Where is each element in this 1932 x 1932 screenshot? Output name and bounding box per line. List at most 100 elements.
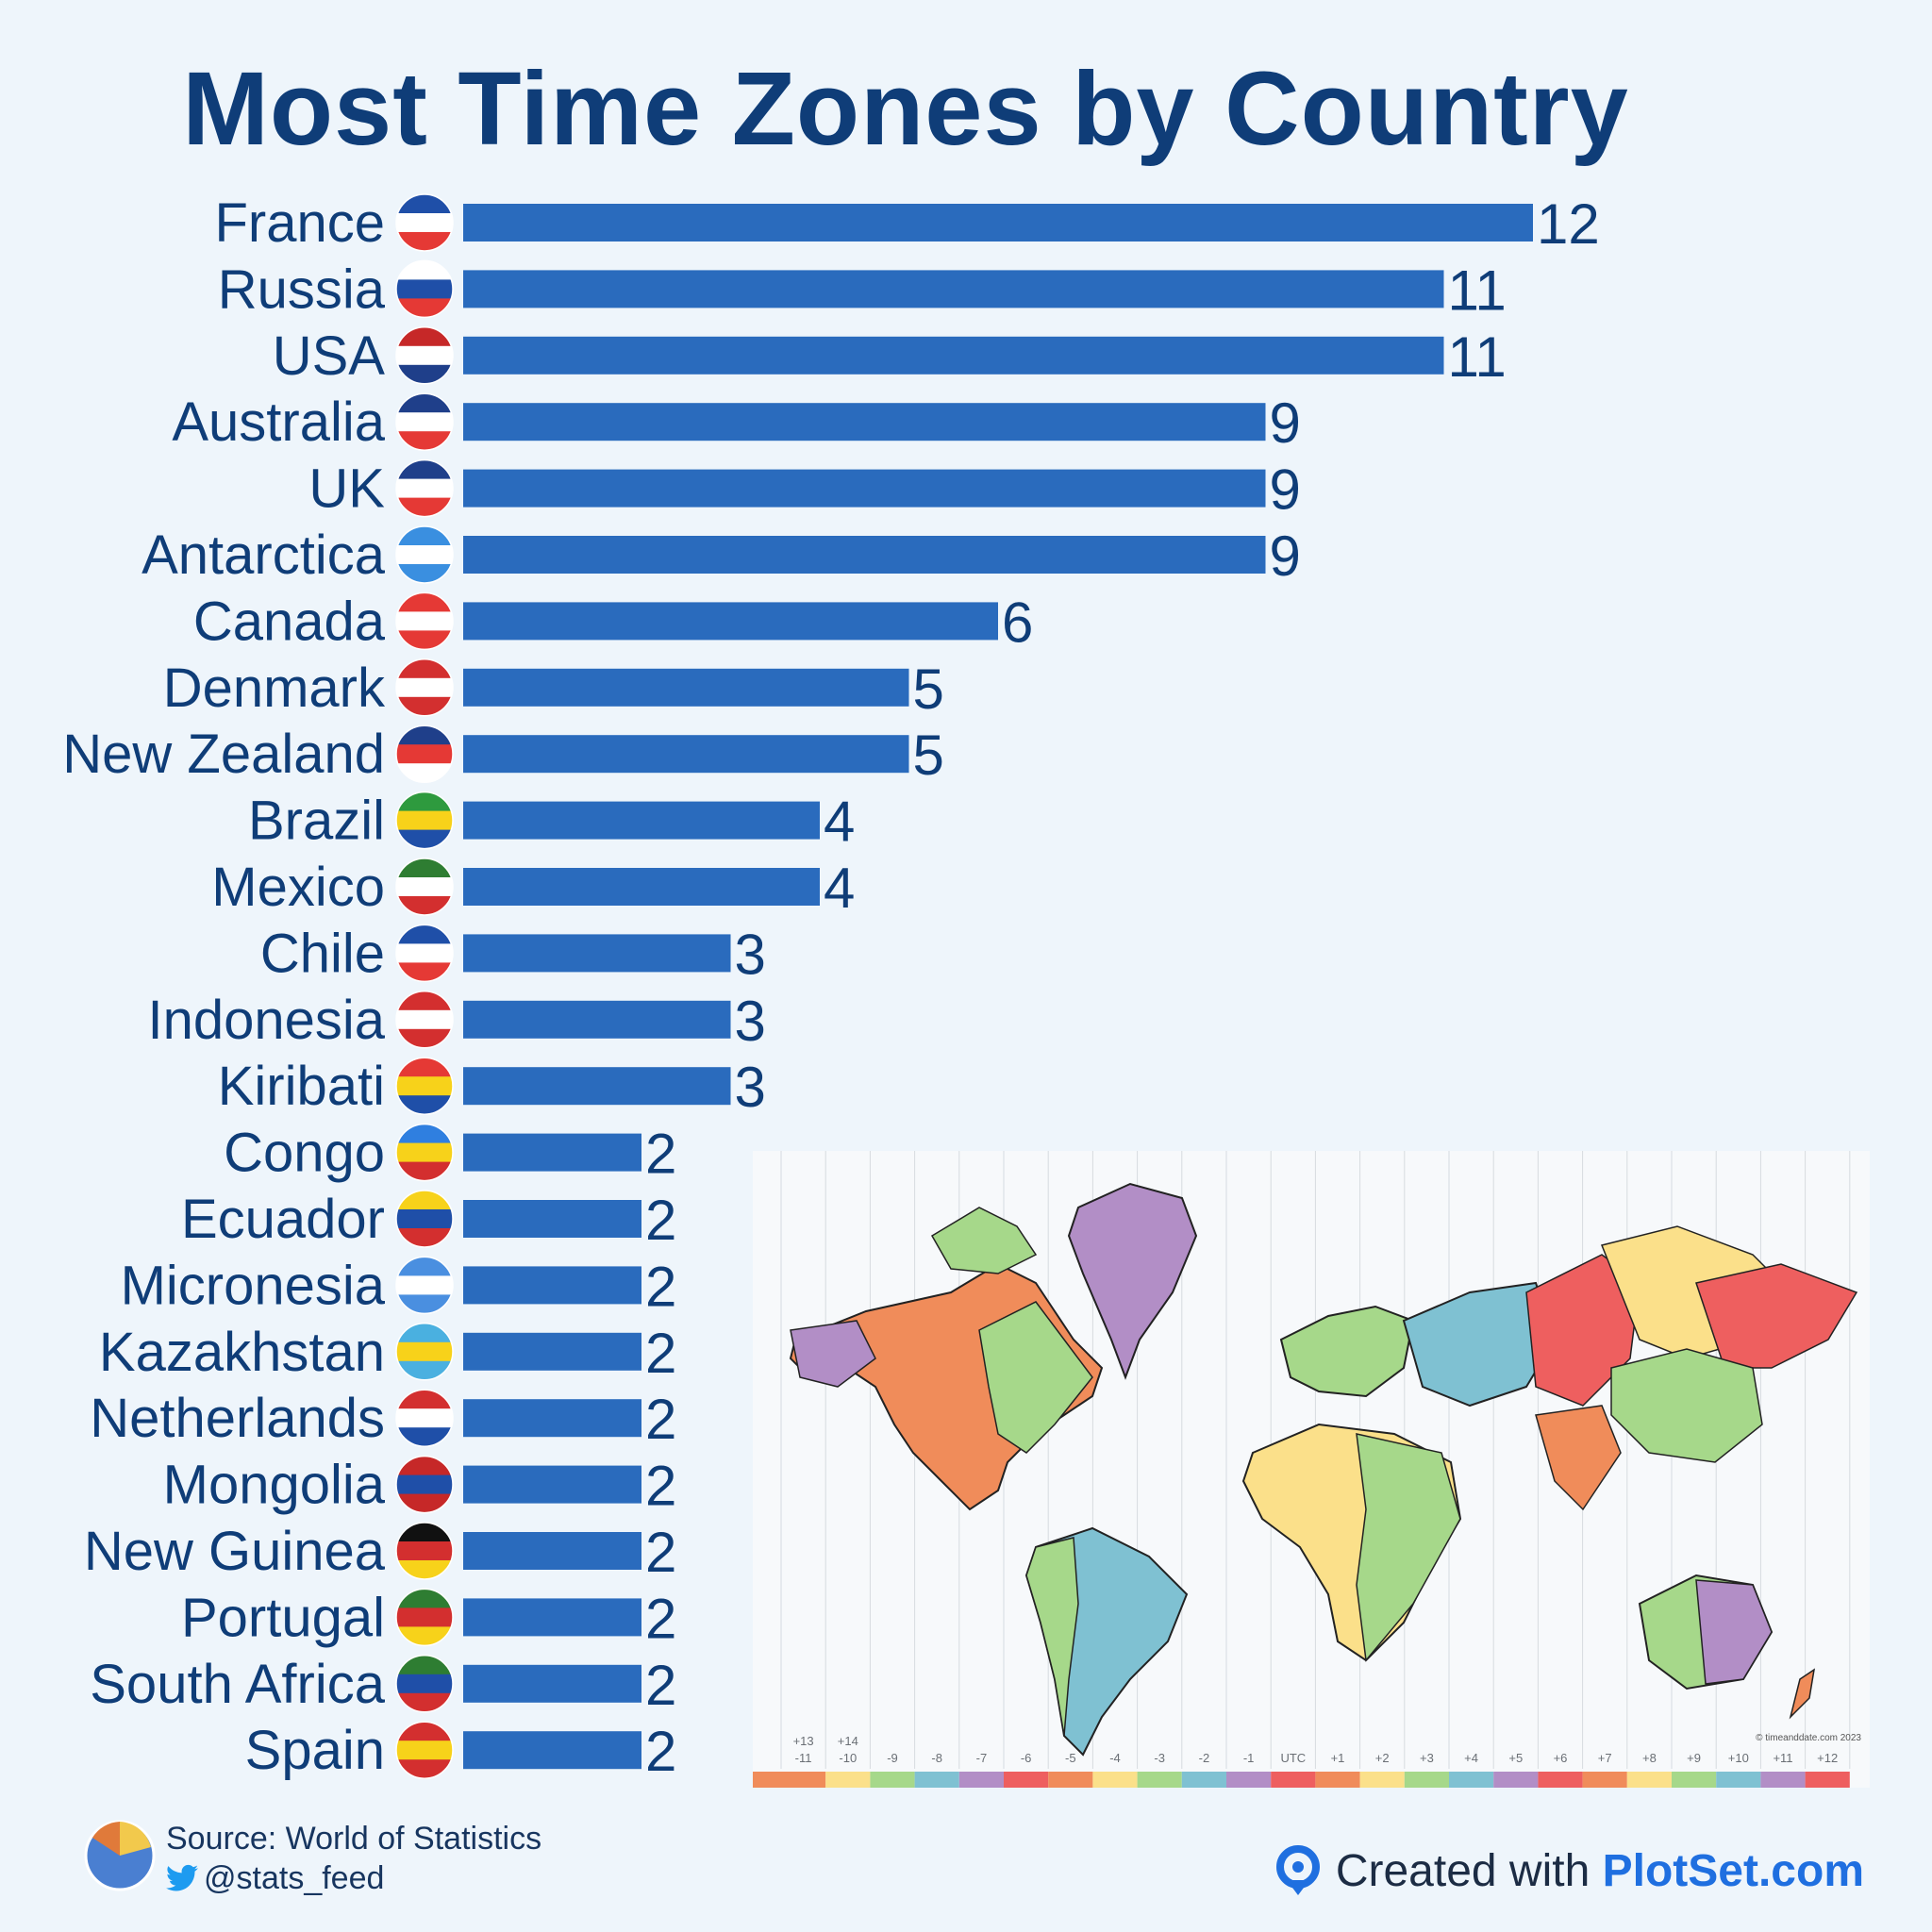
flag-france-icon — [395, 193, 454, 252]
tz-label: +1 — [1331, 1751, 1345, 1765]
value-label-chile: 3 — [735, 923, 766, 986]
tz-label: -2 — [1199, 1751, 1210, 1765]
tz-label: -8 — [931, 1751, 942, 1765]
flag-mexico-icon — [395, 858, 454, 916]
tz-stripe — [781, 1772, 826, 1788]
plotset-pin-icon — [1275, 1845, 1320, 1895]
africa-east — [1356, 1433, 1461, 1662]
category-label-mongolia: Mongolia — [163, 1455, 386, 1516]
value-label-mexico: 4 — [824, 857, 855, 920]
flag-russia-icon — [395, 259, 454, 319]
bar-netherlands — [463, 1399, 641, 1438]
tz-stripe — [1716, 1772, 1761, 1788]
bar-australia — [463, 403, 1266, 441]
value-label-usa: 11 — [1448, 325, 1507, 389]
tz-upper-label: +14 — [838, 1734, 858, 1748]
flag-south-africa-icon — [395, 1655, 454, 1713]
value-label-canada: 6 — [1002, 591, 1033, 654]
value-label-france: 12 — [1537, 192, 1600, 256]
tz-stripe — [1626, 1772, 1672, 1788]
tz-stripe — [1004, 1772, 1049, 1788]
map-copyright: © timeanddate.com 2023 — [1756, 1733, 1861, 1743]
tz-stripe — [1181, 1772, 1226, 1788]
world-time-zone-map: © timeanddate.com 2023 -11 -10 -9 -8 -7 -6 -5-… — [753, 1151, 1870, 1788]
twitter-handle: @stats_feed — [204, 1860, 385, 1896]
tz-stripe — [1805, 1772, 1850, 1788]
value-label-uk: 9 — [1270, 458, 1301, 522]
category-label-netherlands: Netherlands — [90, 1388, 385, 1449]
value-label-mongolia: 2 — [645, 1455, 676, 1518]
category-label-portugal: Portugal — [181, 1587, 385, 1648]
bar-kazakhstan — [463, 1332, 641, 1371]
tz-stripe — [1760, 1772, 1806, 1788]
flag-new-zealand-icon — [395, 724, 454, 783]
flag-portugal-icon — [395, 1588, 454, 1647]
value-label-ecuador: 2 — [645, 1189, 676, 1252]
bar-france — [463, 204, 1533, 242]
bar-congo — [463, 1133, 641, 1172]
tz-label: UTC — [1280, 1751, 1306, 1765]
bar-chile — [463, 934, 731, 973]
tz-label: +6 — [1554, 1751, 1568, 1765]
tz-stripe — [870, 1772, 915, 1788]
category-label-mexico: Mexico — [211, 857, 385, 918]
tz-stripe — [1092, 1772, 1138, 1788]
tz-label: -1 — [1243, 1751, 1255, 1765]
value-label-micronesia: 2 — [645, 1255, 676, 1318]
bar-kiribati — [463, 1067, 731, 1106]
page-title: Most Time Zones by Country — [182, 51, 1629, 167]
category-label-usa: USA — [273, 325, 386, 387]
plotset-brand-link[interactable]: PlotSet.com — [1602, 1845, 1864, 1896]
flag-denmark-icon — [395, 658, 454, 717]
bar-micronesia — [463, 1266, 641, 1305]
flag-spain-icon — [395, 1721, 454, 1779]
value-label-new-guinea: 2 — [645, 1521, 676, 1584]
bar-new-zealand — [463, 735, 909, 774]
flag-kiribati-icon — [395, 1057, 454, 1115]
flag-kazakhstan-icon — [395, 1323, 454, 1381]
category-label-indonesia: Indonesia — [147, 990, 385, 1051]
china — [1610, 1348, 1763, 1463]
flag-australia-icon — [395, 392, 454, 451]
value-label-kazakhstan: 2 — [645, 1322, 676, 1385]
category-label-australia: Australia — [172, 391, 385, 453]
india — [1535, 1405, 1622, 1511]
value-label-australia: 9 — [1270, 391, 1301, 455]
category-label-kiribati: Kiribati — [218, 1056, 385, 1117]
bar-russia — [463, 270, 1444, 308]
bar-canada — [463, 602, 998, 641]
tz-stripe — [1315, 1772, 1360, 1788]
tz-stripe — [1404, 1772, 1449, 1788]
continents — [789, 1182, 1858, 1757]
flag-new-guinea-icon — [395, 1522, 454, 1580]
flag-netherlands-icon — [395, 1389, 454, 1447]
tz-stripe — [1137, 1772, 1182, 1788]
category-label-denmark: Denmark — [163, 658, 386, 719]
tz-label: +12 — [1817, 1751, 1838, 1765]
bar-brazil — [463, 801, 820, 840]
bar-antarctica — [463, 536, 1266, 574]
tz-stripe — [1672, 1772, 1717, 1788]
bar-indonesia — [463, 1000, 731, 1039]
bar-new-guinea — [463, 1532, 641, 1570]
bar-usa — [463, 336, 1444, 375]
tz-stripe — [1449, 1772, 1494, 1788]
tz-stripe — [1271, 1772, 1316, 1788]
category-label-antarctica: Antarctica — [142, 525, 386, 586]
tz-stripe — [1048, 1772, 1093, 1788]
value-label-portugal: 2 — [645, 1587, 676, 1650]
tz-label: +9 — [1687, 1751, 1701, 1765]
category-label-france: France — [214, 192, 385, 254]
tz-label: -11 — [795, 1751, 812, 1765]
value-label-congo: 2 — [645, 1123, 676, 1186]
tz-stripe — [1538, 1772, 1583, 1788]
tz-label: +7 — [1598, 1751, 1612, 1765]
flag-ecuador-icon — [395, 1190, 454, 1248]
bar-ecuador — [463, 1200, 641, 1238]
tz-label: -5 — [1065, 1751, 1076, 1765]
category-label-micronesia: Micronesia — [121, 1255, 386, 1316]
flag-mongolia-icon — [395, 1455, 454, 1514]
value-label-spain: 2 — [645, 1720, 676, 1783]
tz-label: +2 — [1375, 1751, 1390, 1765]
time-zone-axis: -11 -10 -9 -8 -7 -6 -5 -4 -3 -2 -1 UTC +1 +2 +3 +4 +5 +6 +… — [753, 1734, 1850, 1788]
